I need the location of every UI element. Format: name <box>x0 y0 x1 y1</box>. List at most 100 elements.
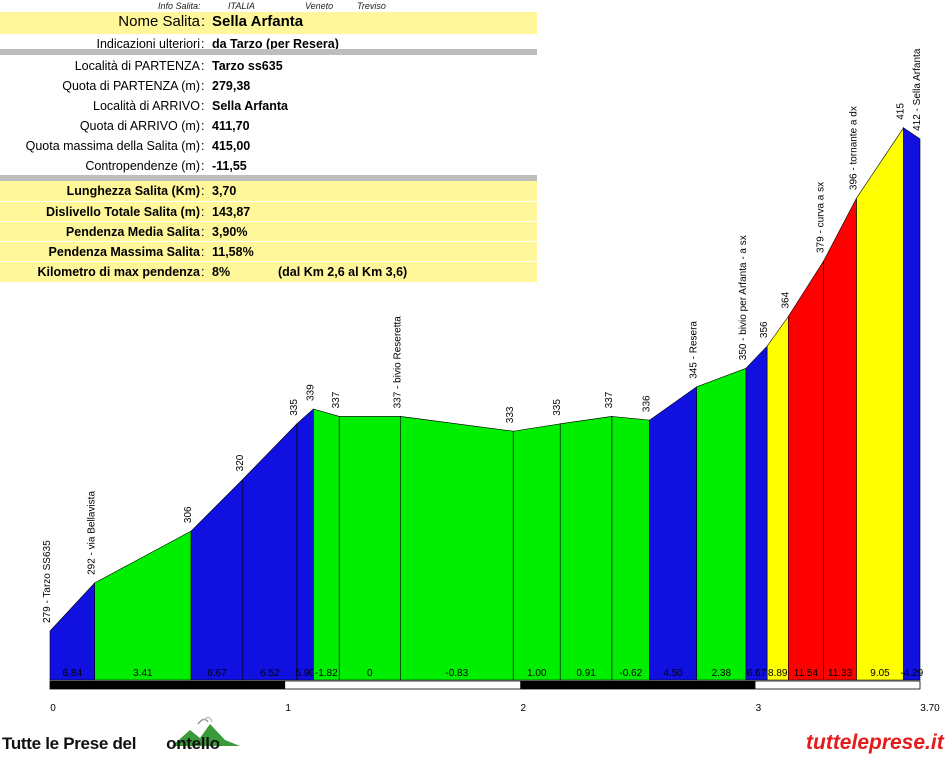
end-place-value: Sella Arfanta <box>212 99 288 113</box>
end-alt-label: Quota di ARRIVO (m) <box>79 119 200 133</box>
profile-segment <box>242 423 298 681</box>
profile-segment <box>49 582 95 681</box>
segment-grade-label: -4.29 <box>900 668 923 679</box>
length-value: 3,70 <box>212 184 237 198</box>
profile-segment <box>649 386 697 681</box>
row-avg: Pendenza Media Salita: 3,90% <box>0 221 537 242</box>
separator <box>0 49 537 55</box>
row-end-place: Località di ARRIVO: Sella Arfanta <box>0 96 537 116</box>
row-max-alt: Quota massima della Salita (m): 415,00 <box>0 136 537 156</box>
point-label: 415 <box>896 103 907 120</box>
x-tick-label: 1 <box>285 703 291 714</box>
segment-grade-label: 2.38 <box>712 668 732 679</box>
name-value: Sella Arfanta <box>212 13 304 30</box>
segment-grade-label: 6.67 <box>747 668 767 679</box>
point-label: 292 - via Bellavista <box>87 491 98 575</box>
gain-value: 143,87 <box>212 205 251 219</box>
max-alt-value: 415,00 <box>212 139 251 153</box>
profile-segment <box>696 367 747 681</box>
site-name-head: Tutte le Prese del <box>2 734 137 753</box>
profile-segment <box>823 197 857 681</box>
point-label: 306 <box>183 506 194 523</box>
point-label: 320 <box>235 454 246 471</box>
info-region: Veneto <box>305 1 334 11</box>
maxgrad-value: 11,58% <box>212 245 254 259</box>
point-label: 333 <box>505 406 516 423</box>
site-name-tail: ontello <box>166 734 220 753</box>
name-label: Nome Salita <box>118 13 200 30</box>
row-notes: Indicazioni ulteriori: da Tarzo (per Res… <box>0 34 537 54</box>
start-place-value: Tarzo ss635 <box>212 59 283 73</box>
point-label: 337 <box>331 391 342 408</box>
row-maxkm: Kilometro di max pendenza: 8% (dal Km 2,… <box>0 261 537 282</box>
avg-value: 3,90% <box>212 225 248 239</box>
point-label: 356 <box>759 321 770 338</box>
profile-segment <box>313 408 340 681</box>
maxgrad-label: Pendenza Massima Salita <box>48 245 200 259</box>
x-tick-label: 3 <box>756 703 762 714</box>
segment-grade-label: 11.54 <box>794 668 819 679</box>
x-tick-label: 0 <box>50 703 56 714</box>
point-label: 339 <box>305 384 316 401</box>
max-alt-label: Quota massima della Salita (m) <box>25 139 200 153</box>
separator <box>0 175 537 181</box>
profile-segment <box>400 416 514 681</box>
site-name-left: Tutte le Prese del ontello <box>2 734 220 754</box>
point-label: 364 <box>780 291 791 308</box>
start-alt-label: Quota di PARTENZA (m) <box>62 79 200 93</box>
profile-segment <box>766 315 789 681</box>
start-place-label: Località di PARTENZA <box>74 59 200 73</box>
end-alt-value: 411,70 <box>212 119 250 133</box>
row-gain: Dislivello Totale Salita (m): 143,87 <box>0 201 537 222</box>
row-maxgrad: Pendenza Massima Salita: 11,58% <box>0 241 537 262</box>
point-label: 345 - Resera <box>689 321 700 379</box>
point-label: 337 - bivio Reseretta <box>392 316 403 409</box>
row-name: Nome Salita: Sella Arfanta <box>0 12 537 34</box>
row-start-alt: Quota di PARTENZA (m): 279,38 <box>0 76 537 96</box>
profile-segment <box>903 127 921 681</box>
maxkm-range: (dal Km 2,6 al Km 3,6) <box>278 265 408 279</box>
avg-label: Pendenza Media Salita <box>65 225 200 239</box>
x-tick-label: 2 <box>520 703 526 714</box>
km-scale-block <box>520 681 756 689</box>
info-header: Info Salita: ITALIA Veneto Treviso <box>0 0 537 12</box>
profile-segment <box>190 478 244 681</box>
maxkm-value: 8% <box>212 265 231 279</box>
row-counter: Contropendenze (m): -11,55 <box>0 156 537 176</box>
x-tick-label: 3.70 <box>920 703 940 714</box>
start-alt-value: 279,38 <box>212 79 251 93</box>
profile-segment <box>559 416 613 681</box>
profile-segment <box>296 408 314 681</box>
gain-label: Dislivello Totale Salita (m) <box>46 205 200 219</box>
segment-grade-label: 6.84 <box>63 668 83 679</box>
info-country: ITALIA <box>228 1 255 11</box>
profile-segment <box>512 423 561 681</box>
segment-grade-label: 8.89 <box>768 668 788 679</box>
info-province: Treviso <box>357 1 386 11</box>
montello-logo <box>172 716 240 746</box>
segment-grade-label: 6.52 <box>260 668 280 679</box>
counter-label: Contropendenze (m) <box>85 159 200 173</box>
counter-value: -11,55 <box>212 159 247 173</box>
segment-grade-label: 5.90 <box>295 668 315 679</box>
length-label: Lunghezza Salita (Km) <box>66 184 200 198</box>
segment-grade-label: 3.41 <box>133 668 153 679</box>
point-label: 335 <box>552 399 563 416</box>
row-start-place: Località di PARTENZA: Tarzo ss635 <box>0 56 537 76</box>
profile-segment <box>788 259 824 681</box>
site-url: tutteleprese.it <box>806 731 944 754</box>
profile-segment <box>338 416 401 681</box>
point-label: 350 - bivio per Arfanta - a sx <box>738 235 749 360</box>
segment-grade-label: 9.05 <box>870 668 890 679</box>
row-end-alt: Quota di ARRIVO (m): 411,70 <box>0 116 537 136</box>
segment-grade-label: 1.00 <box>527 668 547 679</box>
profile-segment <box>856 126 904 681</box>
km-scale-block <box>50 681 286 689</box>
segment-grade-label: 11.33 <box>828 668 853 679</box>
segment-grade-label: 0 <box>367 668 373 679</box>
segment-grade-label: -0.62 <box>619 668 642 679</box>
segment-grade-label: 6.67 <box>207 668 227 679</box>
profile-segment <box>611 416 650 681</box>
segment-grade-label: 4.50 <box>663 668 683 679</box>
